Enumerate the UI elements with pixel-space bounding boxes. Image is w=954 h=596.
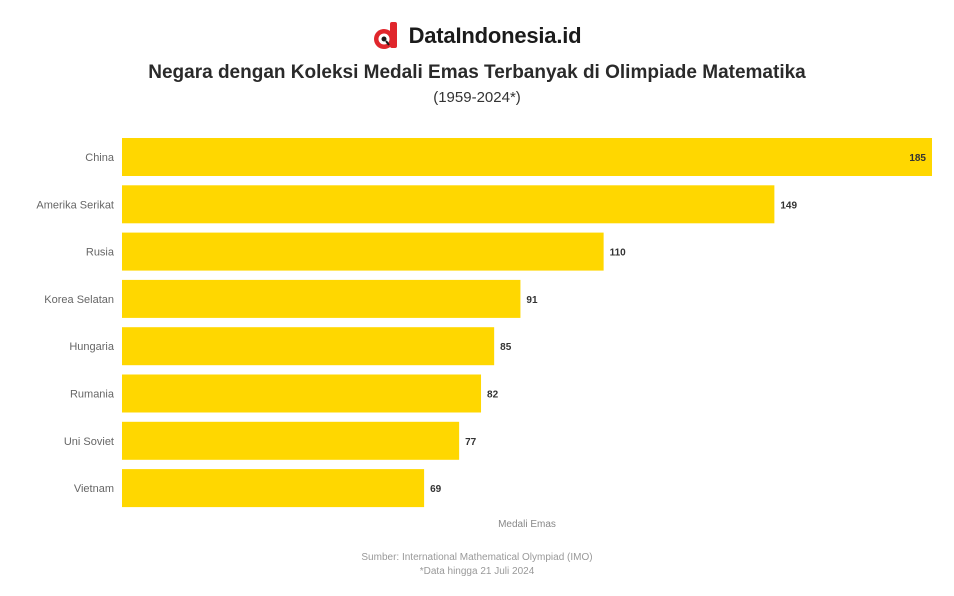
bar[interactable]	[122, 469, 425, 508]
bar[interactable]	[122, 327, 495, 366]
chart-subtitle: (1959-2024*)	[433, 89, 521, 106]
brand-header: DataIndonesia.id	[0, 22, 954, 50]
source-text: Sumber: International Mathematical Olymp…	[361, 552, 593, 563]
dataindonesia-logo-icon	[373, 22, 397, 49]
value-label: 85	[500, 342, 512, 353]
category-label: China	[85, 152, 115, 164]
category-label: Rumania	[70, 389, 115, 401]
value-label: 77	[465, 437, 477, 448]
value-label: 185	[909, 153, 926, 164]
category-label: Rusia	[86, 247, 115, 259]
bar[interactable]	[122, 421, 460, 460]
value-label: 110	[610, 248, 627, 259]
value-label: 82	[487, 390, 499, 401]
bar[interactable]	[122, 374, 482, 413]
category-label: Korea Selatan	[44, 294, 114, 306]
value-label: 69	[430, 484, 442, 495]
bar[interactable]	[122, 185, 775, 224]
category-label: Uni Soviet	[64, 436, 114, 448]
category-label: Hungaria	[69, 341, 115, 353]
bar[interactable]	[122, 279, 521, 318]
value-label: 149	[780, 200, 797, 211]
chart-title: Negara dengan Koleksi Medali Emas Terban…	[148, 62, 806, 83]
bar[interactable]	[122, 232, 604, 271]
brand-name: DataIndonesia.id	[408, 23, 582, 48]
bar[interactable]	[122, 138, 932, 176]
x-axis-title: Medali Emas	[498, 519, 556, 530]
value-label: 91	[526, 295, 538, 306]
category-label: Vietnam	[74, 483, 114, 495]
category-label: Amerika Serikat	[36, 199, 114, 211]
chart-footer: Sumber: International Mathematical Olymp…	[0, 551, 954, 579]
footnote-text: *Data hingga 21 Juli 2024	[419, 566, 535, 577]
